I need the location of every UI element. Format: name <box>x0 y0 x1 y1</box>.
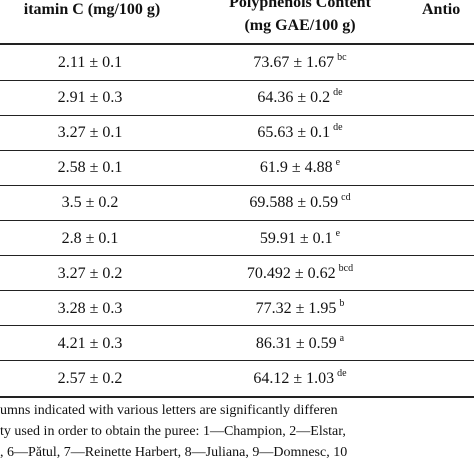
polyphenols-value: 59.91 ± 0.1 <box>259 229 333 247</box>
header-rule <box>0 43 474 45</box>
row-divider <box>0 149 474 151</box>
polyphenols-cell: 69.588 ± 0.59 cd <box>200 192 400 215</box>
polyphenols-cell: 64.12 ± 1.03 de <box>200 367 400 391</box>
bottom-rule <box>0 396 474 398</box>
polyphenols-cell: 61.9 ± 4.88 e <box>200 157 400 180</box>
polyphenols-cell: 64.36 ± 0.2 de <box>200 87 400 110</box>
vitamin-c-cell: 2.11 ± 0.1 <box>57 54 123 71</box>
significance-letters: bc <box>337 52 347 63</box>
vitamin-c-cell: 2.57 ± 0.2 <box>57 369 123 387</box>
polyphenols-cell: 59.91 ± 0.1 e <box>200 227 400 251</box>
vitamin-c-cell: 3.28 ± 0.3 <box>57 299 123 317</box>
significance-letters: e <box>335 157 341 169</box>
vitamin-c-cell: 4.21 ± 0.3 <box>57 334 123 352</box>
row-divider <box>0 220 474 221</box>
vitamin-c-cell: 3.27 ± 0.1 <box>57 124 123 142</box>
significance-letters: de <box>333 87 343 99</box>
header-polyphenols-line2: (mg GAE/100 g) <box>244 17 356 34</box>
vitamin-c-cell: 2.91 ± 0.3 <box>57 89 123 107</box>
polyphenols-cell: 70.492 ± 0.62 bcd <box>200 262 400 286</box>
significance-letters: e <box>335 227 341 239</box>
significance-letters: b <box>339 297 345 309</box>
polyphenols-value: 77.32 ± 1.95 <box>255 299 337 317</box>
polyphenols-value: 65.63 ± 0.1 <box>257 124 331 142</box>
vitamin-c-cell: 3.5 ± 0.2 <box>61 194 119 212</box>
footnote-line-1: umns indicated with various letters are … <box>0 403 338 418</box>
significance-letters: de <box>333 122 343 134</box>
polyphenols-cell: 73.67 ± 1.67 bc <box>200 52 400 75</box>
polyphenols-cell: 65.63 ± 0.1 de <box>200 122 400 145</box>
vitamin-c-cell: 2.8 ± 0.1 <box>61 229 119 247</box>
header-polyphenols-line1: Polyphenols Content <box>229 0 371 11</box>
significance-letters: bcd <box>338 262 354 274</box>
row-divider <box>0 255 474 257</box>
vitamin-c-cell: 2.58 ± 0.1 <box>57 159 123 177</box>
polyphenols-cell: 77.32 ± 1.95 b <box>200 297 400 321</box>
polyphenols-value: 64.36 ± 0.2 <box>257 89 331 107</box>
polyphenols-value: 64.12 ± 1.03 <box>253 369 335 387</box>
row-divider <box>0 114 474 116</box>
header-antioxidant: Antio <box>422 1 461 18</box>
footnote-line-2: ty used in order to obtain the puree: 1—… <box>0 424 346 439</box>
row-divider <box>0 325 474 327</box>
row-divider <box>0 360 474 362</box>
polyphenols-value: 73.67 ± 1.67 <box>253 54 335 71</box>
row-divider <box>0 290 474 292</box>
row-divider <box>0 184 474 186</box>
polyphenols-cell: 86.31 ± 0.59 a <box>200 332 400 356</box>
significance-letters: cd <box>341 192 351 204</box>
polyphenols-value: 69.588 ± 0.59 <box>249 194 339 212</box>
row-divider <box>0 79 474 81</box>
header-vitamin-c: itamin C (mg/100 g) <box>23 1 161 18</box>
polyphenols-value: 61.9 ± 4.88 <box>259 159 333 177</box>
polyphenols-value: 70.492 ± 0.62 <box>246 264 336 282</box>
significance-letters: de <box>337 367 347 379</box>
significance-letters: a <box>339 332 345 344</box>
footnote-line-3: , 6—Pătul, 7—Reinette Harbert, 8—Juliana… <box>0 445 348 460</box>
polyphenols-value: 86.31 ± 0.59 <box>255 334 337 352</box>
vitamin-c-cell: 3.27 ± 0.2 <box>57 264 123 282</box>
